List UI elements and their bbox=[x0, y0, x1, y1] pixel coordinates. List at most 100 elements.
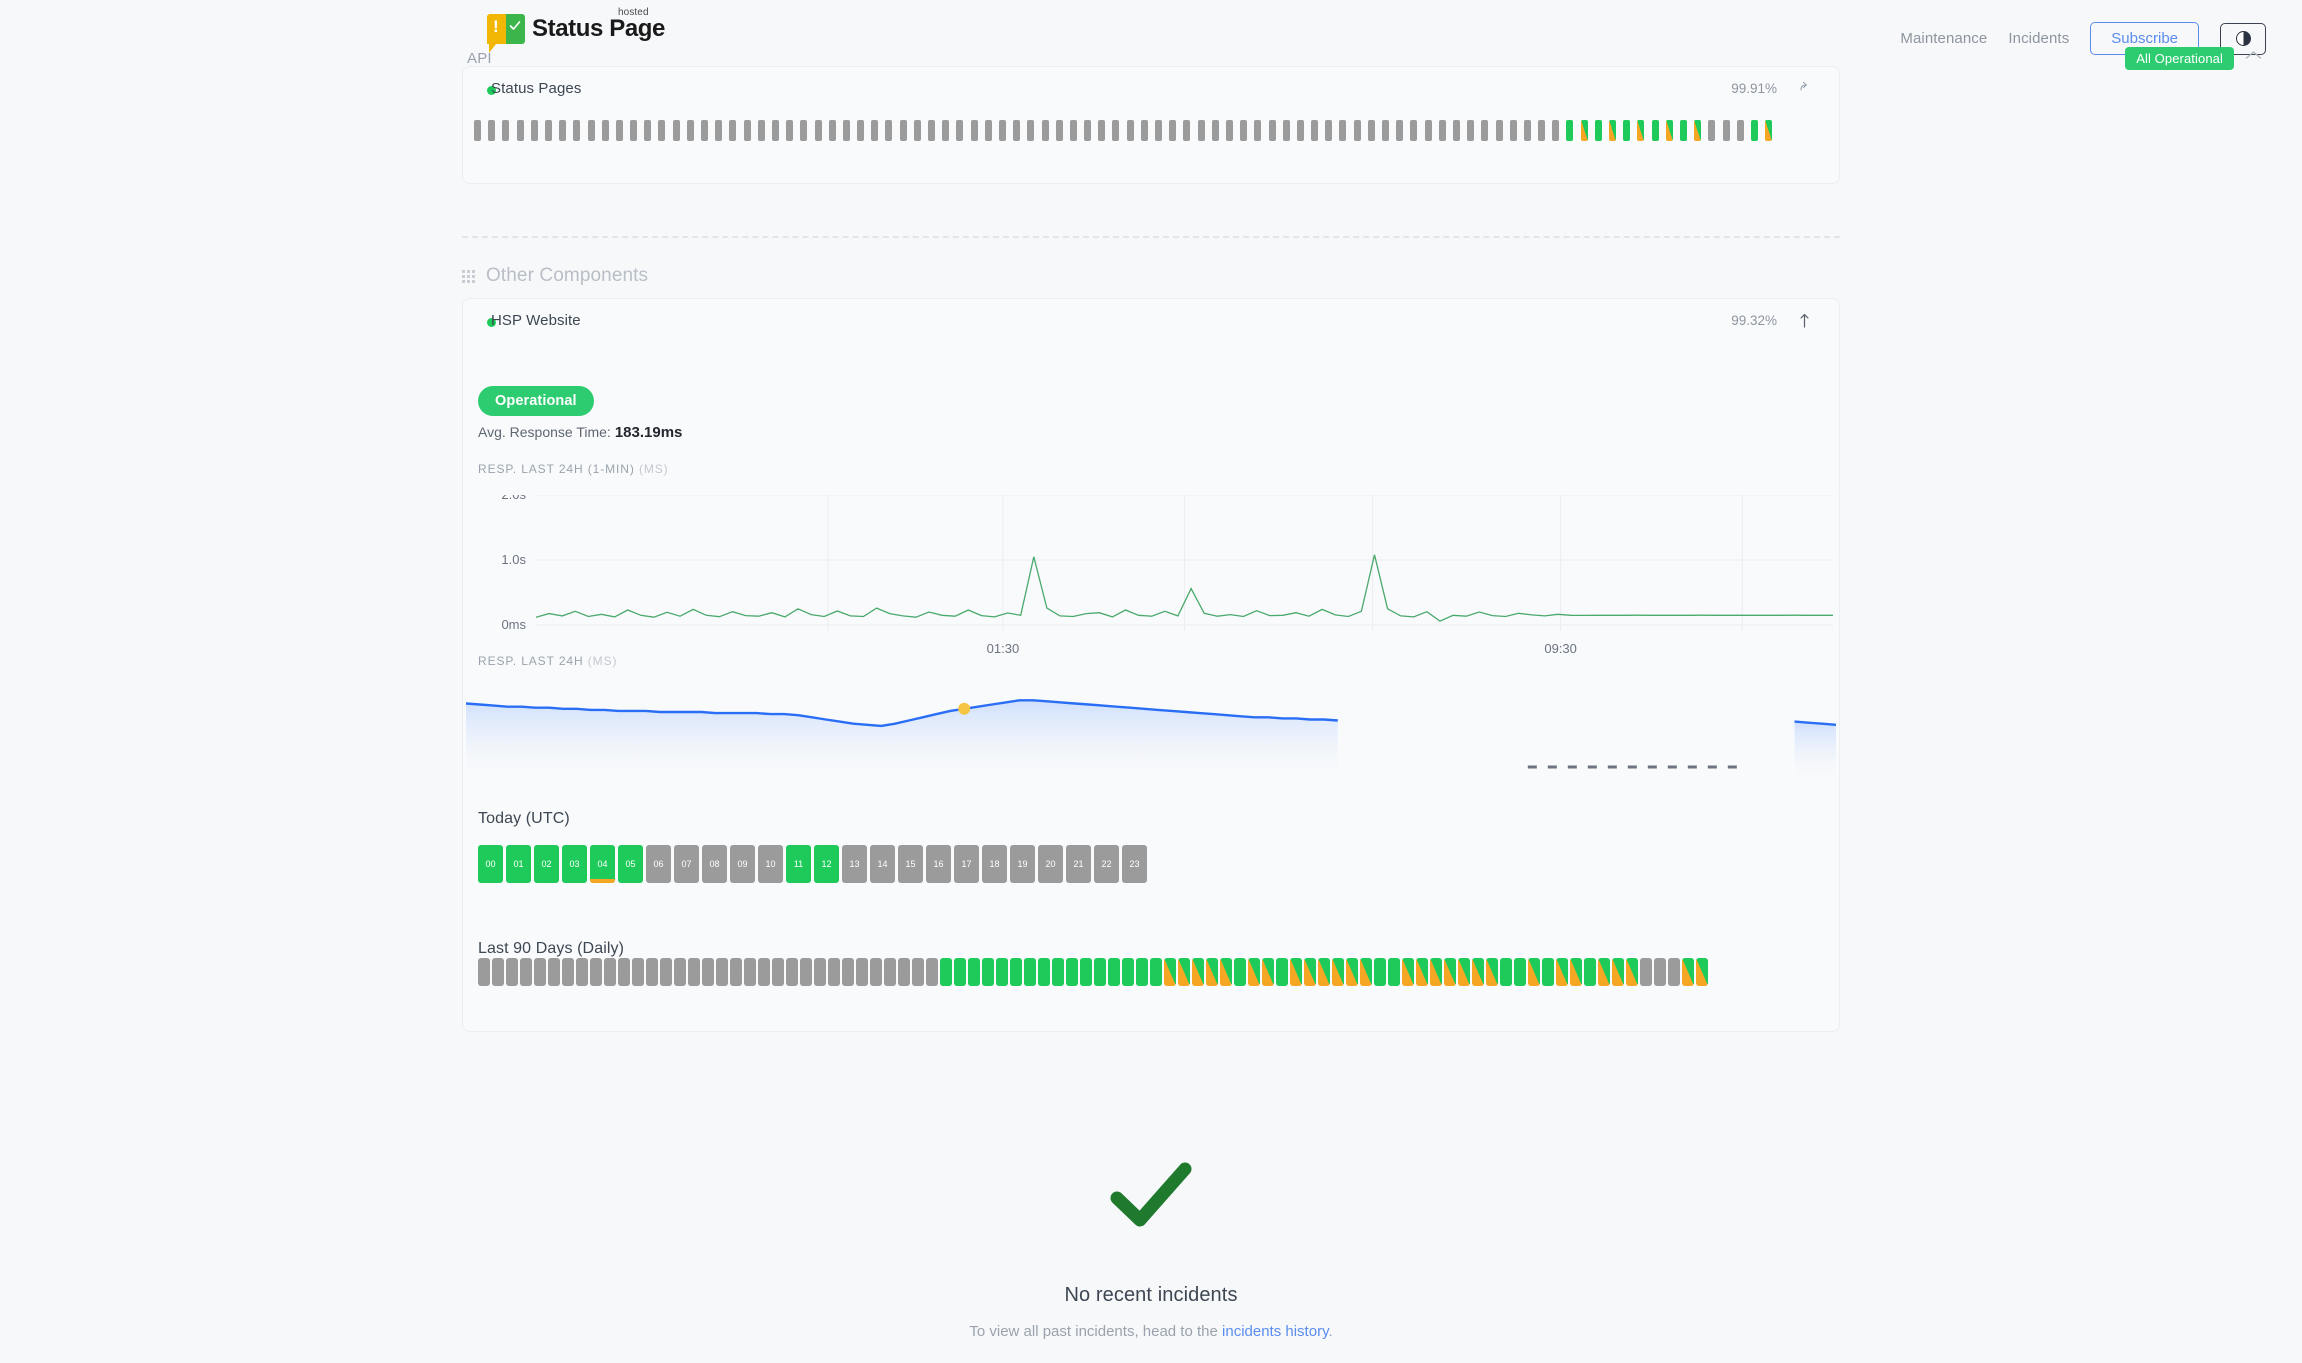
uptime-bar[interactable] bbox=[857, 120, 865, 141]
hour-bar[interactable]: 10 bbox=[758, 845, 783, 883]
day-bar[interactable] bbox=[1178, 958, 1190, 986]
uptime-bar[interactable] bbox=[899, 120, 907, 141]
day-bar[interactable] bbox=[744, 958, 756, 986]
day-bar[interactable] bbox=[1010, 958, 1022, 986]
uptime-bar[interactable] bbox=[587, 120, 595, 141]
uptime-bar[interactable] bbox=[658, 120, 666, 141]
hour-bar[interactable]: 14 bbox=[870, 845, 895, 883]
uptime-bar[interactable] bbox=[984, 120, 992, 141]
day-bar[interactable] bbox=[1444, 958, 1456, 986]
day-bar[interactable] bbox=[1598, 958, 1610, 986]
hour-bar[interactable]: 13 bbox=[842, 845, 867, 883]
hour-bar[interactable]: 20 bbox=[1038, 845, 1063, 883]
uptime-bar[interactable] bbox=[1183, 120, 1191, 141]
day-bar[interactable] bbox=[1584, 958, 1596, 986]
day-bar[interactable] bbox=[1094, 958, 1106, 986]
uptime-bar[interactable] bbox=[942, 120, 950, 141]
day-bar[interactable] bbox=[898, 958, 910, 986]
uptime-bar[interactable] bbox=[1084, 120, 1092, 141]
uptime-bar[interactable] bbox=[998, 120, 1006, 141]
day-bar[interactable] bbox=[856, 958, 868, 986]
uptime-bar[interactable] bbox=[1424, 120, 1432, 141]
day-bar[interactable] bbox=[1682, 958, 1694, 986]
day-bar[interactable] bbox=[688, 958, 700, 986]
day-bar[interactable] bbox=[1024, 958, 1036, 986]
day-bar[interactable] bbox=[1346, 958, 1358, 986]
nav-maintenance[interactable]: Maintenance bbox=[1900, 30, 1988, 47]
day-bar[interactable] bbox=[1402, 958, 1414, 986]
uptime-bar[interactable] bbox=[1538, 120, 1546, 141]
day-bar[interactable] bbox=[870, 958, 882, 986]
day-bar[interactable] bbox=[1416, 958, 1428, 986]
day-bar[interactable] bbox=[1458, 958, 1470, 986]
uptime-bar[interactable] bbox=[1197, 120, 1205, 141]
day-bar[interactable] bbox=[1668, 958, 1680, 986]
uptime-bar[interactable] bbox=[474, 120, 481, 141]
day-bar[interactable] bbox=[1500, 958, 1512, 986]
day-bar[interactable] bbox=[1150, 958, 1162, 986]
hour-bar[interactable]: 00 bbox=[478, 845, 503, 883]
uptime-bar[interactable] bbox=[1325, 120, 1333, 141]
day-bar[interactable] bbox=[1696, 958, 1708, 986]
uptime-bar[interactable] bbox=[1240, 120, 1248, 141]
api-label[interactable]: API bbox=[467, 50, 492, 67]
day-bar[interactable] bbox=[1360, 958, 1372, 986]
hour-bar[interactable]: 06 bbox=[646, 845, 671, 883]
hour-bar[interactable]: 09 bbox=[730, 845, 755, 883]
day-bar[interactable] bbox=[1066, 958, 1078, 986]
uptime-bar[interactable] bbox=[828, 120, 836, 141]
uptime-bar[interactable] bbox=[1509, 120, 1517, 141]
uptime-bar[interactable] bbox=[1013, 120, 1021, 141]
uptime-bar[interactable] bbox=[1098, 120, 1106, 141]
day-bar[interactable] bbox=[814, 958, 826, 986]
day-bar[interactable] bbox=[800, 958, 812, 986]
uptime-bar[interactable] bbox=[1665, 120, 1673, 141]
uptime-bar[interactable] bbox=[1452, 120, 1460, 141]
day-bar[interactable] bbox=[982, 958, 994, 986]
uptime-bar[interactable] bbox=[1268, 120, 1276, 141]
day-bar[interactable] bbox=[604, 958, 616, 986]
uptime-bar[interactable] bbox=[913, 120, 921, 141]
hour-bar[interactable]: 22 bbox=[1094, 845, 1119, 883]
day-bar[interactable] bbox=[884, 958, 896, 986]
day-bar[interactable] bbox=[1388, 958, 1400, 986]
day-bar[interactable] bbox=[772, 958, 784, 986]
collapse-arrow-icon[interactable] bbox=[1798, 313, 1811, 328]
day-bar[interactable] bbox=[940, 958, 952, 986]
uptime-bar[interactable] bbox=[1254, 120, 1262, 141]
day-bar[interactable] bbox=[618, 958, 630, 986]
hour-bar[interactable]: 12 bbox=[814, 845, 839, 883]
day-bar[interactable] bbox=[1556, 958, 1568, 986]
day-bar[interactable] bbox=[1122, 958, 1134, 986]
uptime-bar[interactable] bbox=[757, 120, 765, 141]
day-bar[interactable] bbox=[520, 958, 532, 986]
day-bar[interactable] bbox=[1472, 958, 1484, 986]
day-bar[interactable] bbox=[926, 958, 938, 986]
day-bar[interactable] bbox=[590, 958, 602, 986]
day-bar[interactable] bbox=[1108, 958, 1120, 986]
day-bar[interactable] bbox=[758, 958, 770, 986]
day-bar[interactable] bbox=[492, 958, 504, 986]
day-bar[interactable] bbox=[968, 958, 980, 986]
day-bar[interactable] bbox=[1290, 958, 1302, 986]
day-bar[interactable] bbox=[1640, 958, 1652, 986]
incidents-history-link[interactable]: incidents history bbox=[1222, 1323, 1329, 1340]
uptime-bar[interactable] bbox=[1367, 120, 1375, 141]
hour-bar[interactable]: 15 bbox=[898, 845, 923, 883]
uptime-bar[interactable] bbox=[1679, 120, 1687, 141]
uptime-bar[interactable] bbox=[1736, 120, 1744, 141]
uptime-bar[interactable] bbox=[630, 120, 638, 141]
hour-bar[interactable]: 11 bbox=[786, 845, 811, 883]
uptime-bar[interactable] bbox=[1438, 120, 1446, 141]
day-bar[interactable] bbox=[786, 958, 798, 986]
uptime-bar[interactable] bbox=[1523, 120, 1531, 141]
day-bar[interactable] bbox=[1206, 958, 1218, 986]
chevron-up-icon[interactable] bbox=[2245, 50, 2262, 60]
day-bar[interactable] bbox=[1248, 958, 1260, 986]
hour-bar[interactable]: 04 bbox=[590, 845, 615, 883]
day-bar[interactable] bbox=[1626, 958, 1638, 986]
day-bar[interactable] bbox=[996, 958, 1008, 986]
uptime-bar[interactable] bbox=[1382, 120, 1389, 141]
day-bar[interactable] bbox=[1052, 958, 1064, 986]
day-bar[interactable] bbox=[1332, 958, 1344, 986]
